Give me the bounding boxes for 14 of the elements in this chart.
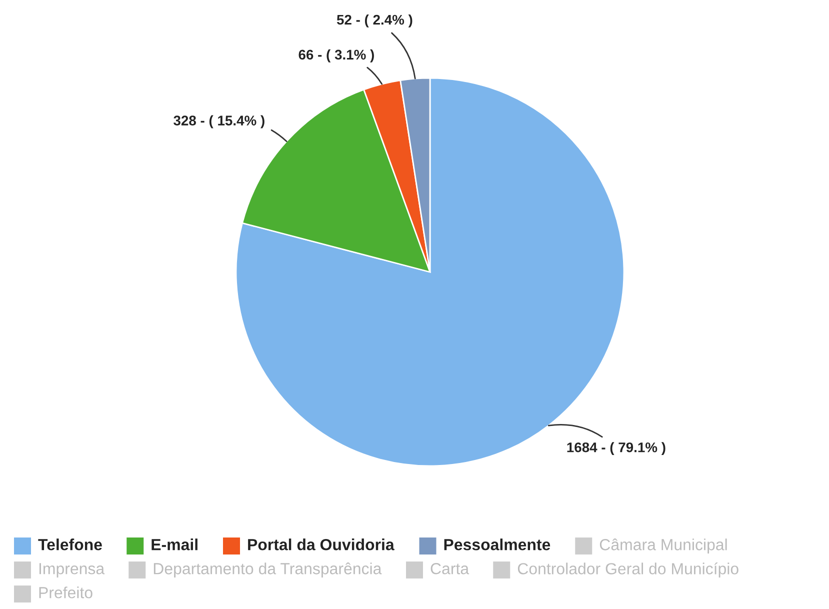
- data-label: 66 - ( 3.1% ): [298, 49, 374, 62]
- legend-label: Câmara Municipal: [600, 538, 727, 554]
- legend-label: Controlador Geral do Município: [518, 562, 738, 578]
- data-label: 328 - ( 15.4% ): [174, 115, 264, 128]
- legend-label: E-mail: [152, 538, 198, 550]
- legend-label: Telefone: [38, 538, 102, 550]
- legend-label: Pessoalmente: [444, 538, 550, 550]
- legend-label: Prefeito: [39, 586, 92, 598]
- legend-label: Carta: [430, 562, 470, 574]
- legend-label: Departamento da Transparência: [154, 562, 382, 578]
- legend-label: Portal da Ouvidoria: [248, 538, 394, 550]
- legend-label: Imprensa: [39, 563, 105, 578]
- data-label: 1684 - ( 79.1% ): [567, 442, 666, 456]
- data-label: 52 - ( 2.4% ): [336, 14, 412, 28]
